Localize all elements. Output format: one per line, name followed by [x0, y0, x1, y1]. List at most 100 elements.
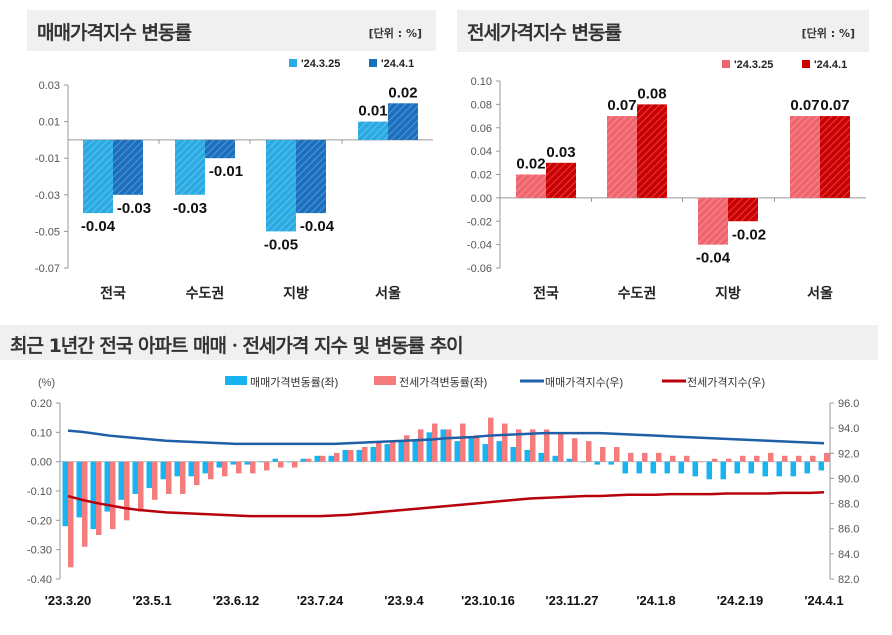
- bar: [110, 461, 116, 530]
- bar: [334, 452, 340, 462]
- y-tick-label-left: -0.10: [27, 486, 52, 498]
- bar: [278, 461, 284, 468]
- bar-hatch: [546, 162, 576, 198]
- y-tick-label: 0.01: [39, 117, 60, 129]
- x-tick-label: '23.9.4: [384, 593, 424, 608]
- y-tick-label-right: 94.0: [838, 423, 859, 435]
- bar: [482, 444, 488, 462]
- x-tick-label: 전국: [533, 285, 559, 301]
- y-tick-label: 0.10: [471, 76, 492, 88]
- x-tick-label: '23.6.12: [213, 593, 259, 608]
- bar: [734, 461, 740, 474]
- y-tick-label: -0.07: [35, 263, 60, 275]
- y-tick-label-right: 90.0: [838, 473, 859, 485]
- bar: [314, 455, 320, 462]
- bar: [432, 423, 438, 462]
- bar: [152, 461, 158, 500]
- sale-chart-unit: [단위 : %]: [368, 27, 422, 40]
- bar: [412, 441, 418, 462]
- y-tick-label-left: 0.00: [31, 457, 52, 469]
- bar: [362, 447, 368, 462]
- data-label: 0.07: [820, 97, 849, 114]
- bar: [656, 452, 662, 462]
- bar: [76, 461, 82, 518]
- bar: [488, 417, 494, 462]
- bar-hatch: [516, 174, 546, 198]
- bar: [474, 435, 480, 462]
- bar: [768, 452, 774, 462]
- x-tick-label: '23.10.16: [461, 593, 515, 608]
- x-tick-label: '24.4.1: [804, 593, 843, 608]
- bar: [446, 429, 452, 462]
- bar: [194, 461, 200, 486]
- bar: [748, 461, 754, 474]
- y-tick-label: 0.00: [471, 193, 492, 205]
- bar: [398, 441, 404, 462]
- bar: [552, 455, 558, 462]
- bar: [118, 461, 124, 500]
- bar-hatch: [388, 103, 418, 140]
- legend-label: 전세가격변동률(좌): [399, 376, 487, 389]
- bar: [384, 444, 390, 462]
- bar: [306, 458, 312, 462]
- y-tick-label: -0.03: [35, 190, 60, 202]
- bar-hatch: [175, 139, 205, 195]
- trend-chart-header: 최근 1년간 전국 아파트 매매ㆍ전세가격 지수 및 변동률 추이: [0, 325, 878, 360]
- sale-chart-header: 매매가격지수 변동률 [단위 : %]: [27, 10, 436, 51]
- bar: [608, 461, 614, 465]
- bar: [698, 461, 704, 463]
- bar: [544, 429, 550, 462]
- legend-label: 매매가격지수(우): [545, 376, 623, 389]
- bar: [776, 461, 782, 477]
- bar: [222, 461, 228, 477]
- y-tick-label-right: 88.0: [838, 499, 859, 511]
- y-tick-label: -0.04: [467, 240, 492, 252]
- bar: [516, 429, 522, 462]
- bar: [174, 461, 180, 477]
- jeonse-chart-title: 전세가격지수 변동률: [467, 22, 622, 44]
- bar: [426, 432, 432, 462]
- x-tick-label: '24.1.8: [636, 593, 675, 608]
- y-tick-label-left: -0.40: [27, 574, 52, 586]
- y-tick-label: 0.06: [471, 123, 492, 135]
- y-tick-label-left: 0.20: [31, 398, 52, 410]
- bar-hatch: [607, 116, 637, 198]
- bar: [740, 455, 746, 462]
- bar: [348, 449, 354, 462]
- bar: [572, 438, 578, 462]
- x-tick-label: 전국: [100, 285, 126, 301]
- bar: [244, 461, 250, 465]
- bar: [286, 461, 292, 463]
- jeonse-chart-unit: [단위 : %]: [801, 27, 855, 40]
- data-label: 0.03: [546, 144, 575, 161]
- data-label: -0.04: [300, 218, 335, 235]
- bar: [580, 461, 586, 463]
- bar: [636, 461, 642, 474]
- legend-swatch: [802, 60, 810, 68]
- data-label: 0.07: [607, 97, 636, 114]
- x-tick-label: '23.5.1: [132, 593, 171, 608]
- x-tick-label: '24.2.19: [717, 593, 763, 608]
- legend-label: '24.4.1: [381, 58, 414, 70]
- bar: [390, 441, 396, 462]
- legend-label: '24.4.1: [814, 59, 847, 71]
- y-tick-label: -0.06: [467, 263, 492, 275]
- bar: [558, 432, 564, 462]
- bar: [720, 461, 726, 480]
- x-tick-label: '23.7.24: [297, 593, 344, 608]
- bar: [68, 461, 74, 568]
- legend-label: 전세가격지수(우): [687, 376, 765, 389]
- data-label: -0.05: [264, 236, 298, 253]
- bar: [146, 461, 152, 489]
- bar: [670, 455, 676, 462]
- bar: [818, 461, 824, 471]
- bar: [180, 461, 186, 494]
- x-tick-label: 수도권: [186, 285, 225, 301]
- bar: [810, 455, 816, 462]
- data-label: -0.02: [732, 226, 766, 243]
- bar: [692, 461, 698, 477]
- bar: [530, 429, 536, 462]
- bar: [258, 461, 264, 463]
- bar: [684, 455, 690, 462]
- bar: [104, 461, 110, 512]
